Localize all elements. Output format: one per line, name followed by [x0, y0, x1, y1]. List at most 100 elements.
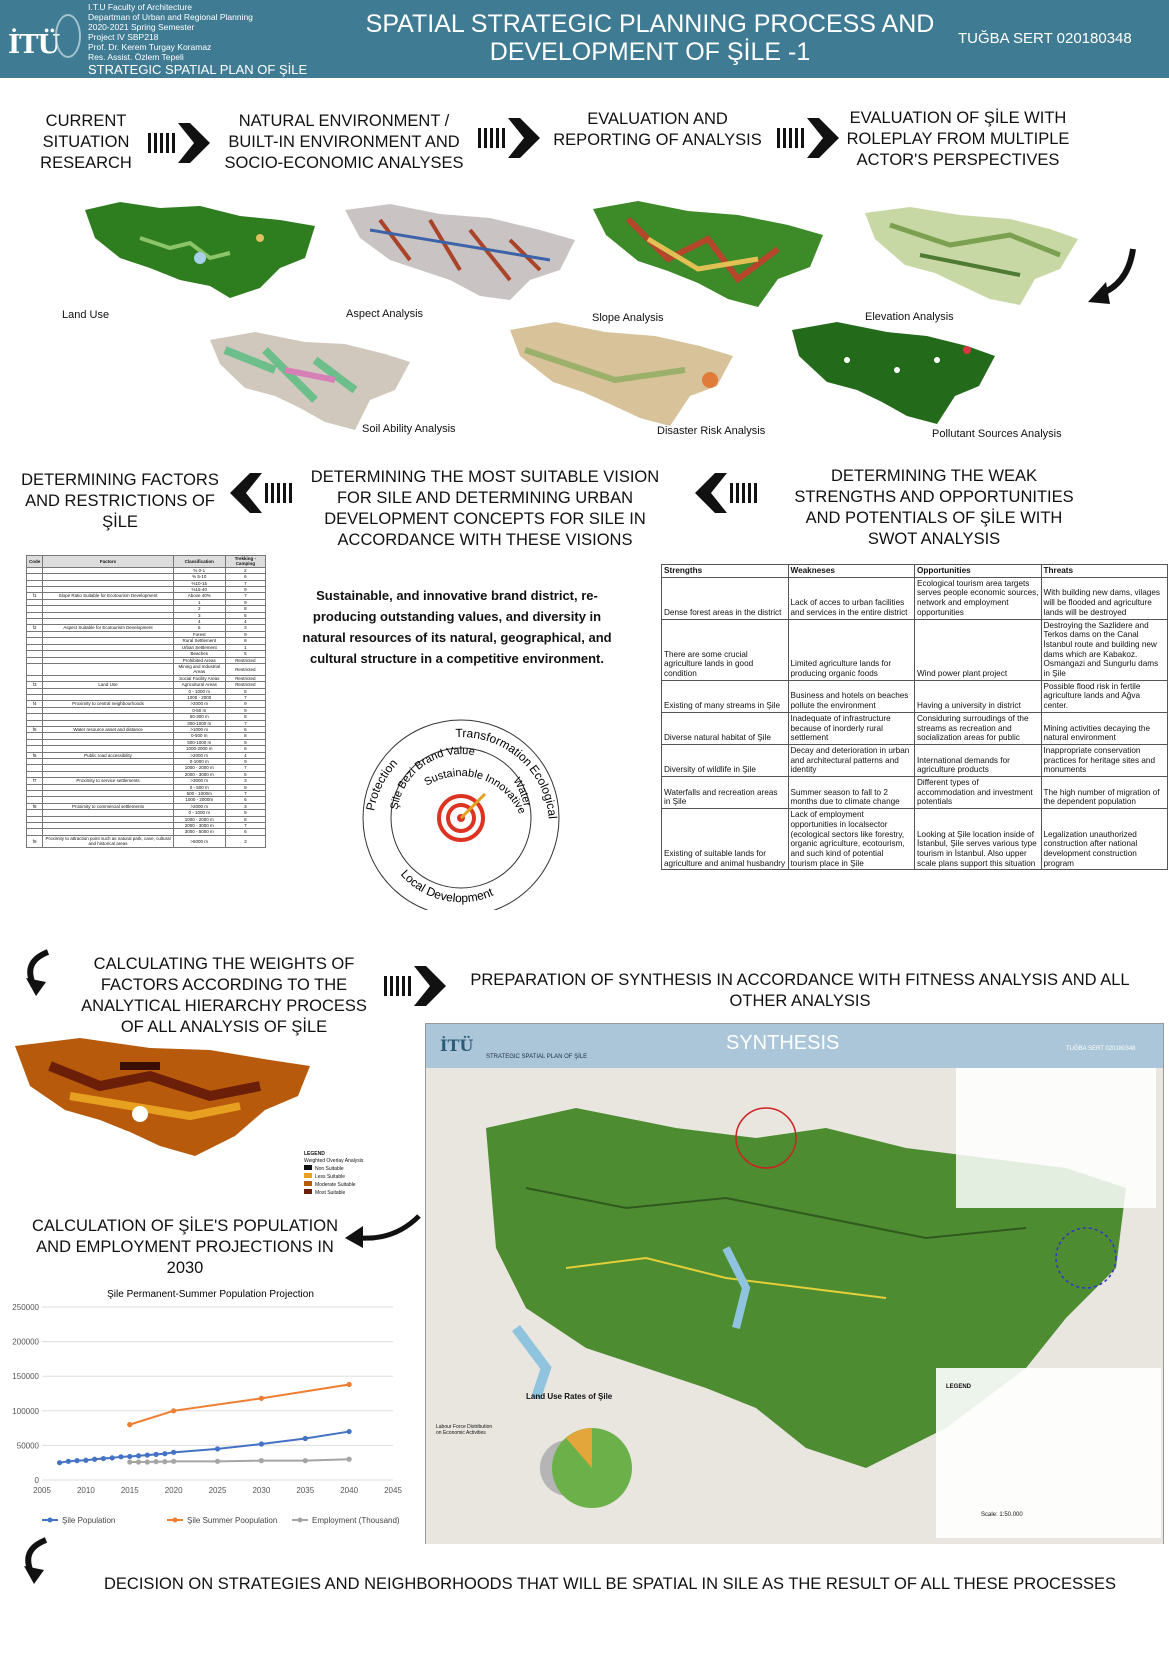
table-cell: 3 [224, 834, 267, 848]
legend-item: Moderate Suitable [304, 1181, 393, 1189]
table-row: Existing of many streams in Şile Business… [661, 679, 1168, 713]
info-line: I.T.U Faculty of Architecture [88, 2, 192, 12]
y-tick-label: 100000 [12, 1407, 39, 1416]
soil-ability-map [210, 332, 410, 430]
table-cell: f7 [25, 777, 44, 785]
table-cell: 6 [224, 611, 267, 620]
legend-item: Non Suitable [304, 1165, 393, 1173]
table-cell [42, 630, 174, 639]
data-point [118, 1454, 124, 1460]
table-row: f4 Proximity to central neighbourhoods >20… [25, 700, 267, 708]
map-caption: Land Use [62, 309, 110, 321]
table-cell [25, 579, 44, 588]
legend-marker [172, 1517, 178, 1523]
author-label: TUĞBA SERT 020180348 [958, 30, 1132, 47]
table-cell [42, 605, 174, 613]
data-point [135, 1459, 142, 1465]
table-cell: Aspect Suitable for Ecotourism Developme… [42, 624, 174, 632]
data-point [127, 1422, 133, 1428]
y-tick-label: 0 [35, 1476, 40, 1485]
step-roleplay: EVALUATION OF ŞİLE WITH ROLEPLAY FROM MU… [846, 109, 1070, 169]
table-cell [25, 796, 44, 804]
table-cell: Considuring surroudings of the streams a… [914, 711, 1042, 745]
x-tick-label: 2040 [340, 1486, 358, 1495]
table-cell: Water resource asset and distance [42, 725, 174, 734]
table-cell [25, 693, 44, 702]
table-cell [25, 738, 44, 747]
legend-item: Less Suitable [304, 1173, 393, 1181]
table-cell [42, 687, 174, 695]
data-point [214, 1446, 221, 1452]
population-projection-chart: Şile Permanent-Summer Population Project… [12, 1289, 402, 1525]
table-row: %15-40 9 [25, 585, 267, 594]
table-row: Existing of suitable lands for agricultu… [661, 808, 1168, 871]
table-cell: Wind power plant project [914, 618, 1042, 681]
data-point [171, 1408, 177, 1414]
table-cell: 5 [224, 687, 267, 695]
y-tick-label: 150000 [12, 1372, 39, 1381]
table-cell [25, 713, 44, 721]
table-cell: Land Use [42, 681, 174, 689]
legend-subtitle: Weighted Overlay Analysis [304, 1158, 364, 1164]
data-point [83, 1457, 89, 1463]
map-caption: Aspect Analysis [346, 308, 424, 320]
synthesis-legend-title: LEGEND [946, 1384, 972, 1390]
table-cell [42, 719, 174, 728]
data-point [153, 1459, 159, 1465]
table-cell [42, 796, 174, 804]
table-cell: 8 [224, 732, 267, 740]
table-cell [25, 637, 44, 645]
table-cell: Ecological tourism area targets serves p… [914, 576, 1042, 620]
table-cell: Mining and Industrial Areas [172, 662, 226, 676]
table-cell [25, 745, 44, 753]
table-cell [25, 656, 44, 664]
map-caption: Slope Analysis [592, 312, 664, 324]
table-cell: Existing of many streams in Şile [661, 679, 789, 713]
y-tick-label: 250000 [12, 1303, 39, 1312]
data-point [258, 1395, 264, 1401]
title-line: DEVELOPMENT OF ŞİLE -1 [489, 38, 811, 66]
table-cell: f9 [25, 834, 44, 848]
table-cell: 9 [224, 706, 267, 715]
table-cell [42, 809, 174, 817]
table-cell: Decay and deterioration in urban and arc… [787, 743, 915, 778]
data-point [214, 1458, 221, 1464]
table-row: 500 - 1000m 7 [25, 789, 267, 798]
data-point [144, 1452, 150, 1458]
column-header: Weakneses [787, 564, 915, 578]
data-point [56, 1460, 63, 1466]
data-point [346, 1381, 352, 1388]
series-line [129, 1383, 350, 1426]
table-cell [25, 687, 44, 695]
table-cell: f6 [25, 751, 44, 760]
table-cell [42, 822, 174, 830]
map-caption: Disaster Risk Analysis [657, 425, 766, 437]
table-cell: 9 [224, 630, 267, 639]
data-point [127, 1453, 133, 1460]
synthesis-logo: İTÜ [440, 1036, 474, 1055]
table-cell [42, 674, 174, 683]
table-cell [42, 828, 174, 836]
table-cell [42, 585, 174, 594]
curved-arrow-icon [1088, 248, 1136, 304]
table-row: f1 Slope Ratio Suitable for Ecotourism De… [25, 592, 267, 600]
table-cell: f5 [25, 725, 44, 734]
table-cell: Proximity to service settlements [42, 777, 174, 785]
data-point [92, 1456, 98, 1462]
table-cell: 5 [224, 796, 267, 804]
info-line: Project IV SBP218 [88, 32, 159, 42]
table-row: f2 Aspect Suitable for Ecotourism Develop… [25, 624, 267, 632]
scale-label: Scale: 1:50.000 [981, 1512, 1023, 1518]
table-cell: 8 [224, 605, 267, 613]
table-cell [42, 662, 174, 676]
arrow-left-icon [695, 473, 757, 513]
disaster-risk-map [510, 322, 733, 426]
table-cell: 1 [224, 643, 267, 652]
